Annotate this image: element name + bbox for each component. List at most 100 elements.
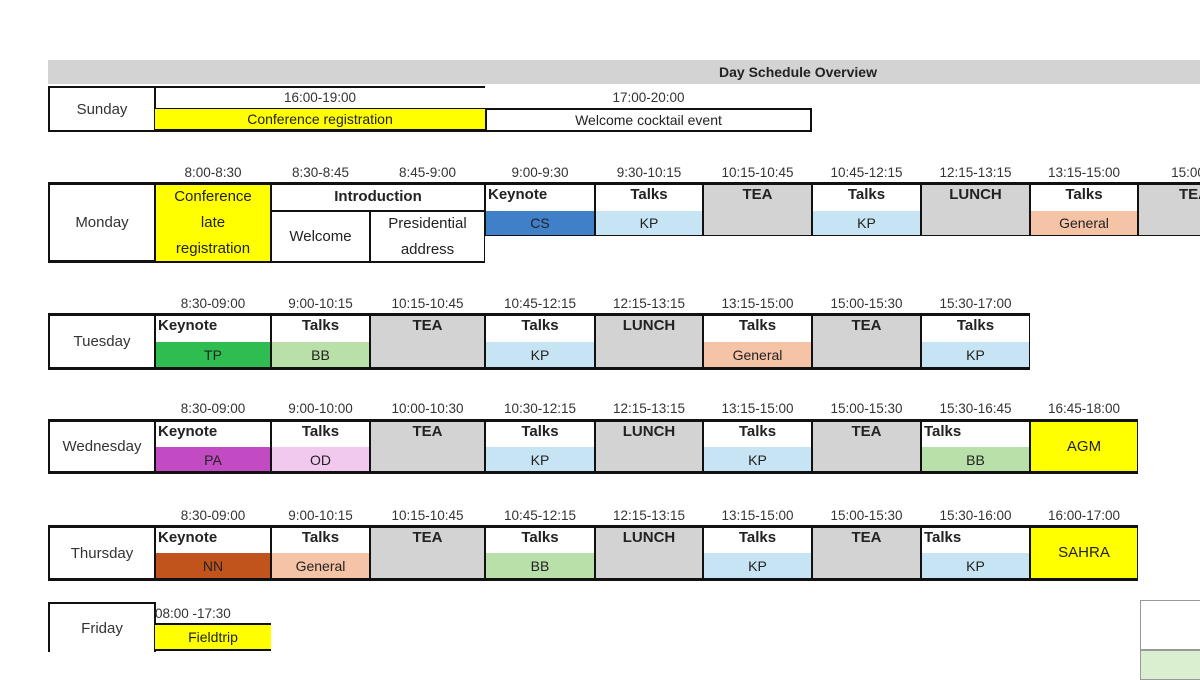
time-label: 9:00-10:15 (288, 508, 353, 523)
time-label: 16:45-18:00 (1047, 401, 1121, 416)
schedule-cell: LUNCH (595, 420, 703, 473)
cell-speaker: General (272, 553, 369, 579)
schedule-cell: Talks KP (703, 526, 812, 580)
cell-speaker: PA (156, 447, 270, 472)
time-label: 8:30-09:00 (180, 296, 246, 311)
schedule-cell: Keynote PA (155, 420, 271, 473)
schedule-cell: TEA (1138, 183, 1200, 236)
cell-label: Talks (301, 423, 340, 440)
cell-speaker: KP (486, 342, 594, 368)
divider (48, 261, 485, 263)
cell-label: Talks (847, 186, 886, 203)
schedule-cell: Keynote TP (155, 314, 271, 369)
schedule-cell: Talks KP (485, 420, 595, 473)
cell-label: LUNCH (622, 317, 676, 334)
time-label: 9:00-9:30 (511, 165, 569, 180)
schedule-cell: Talks BB (271, 314, 370, 369)
time-label: 10:45-12:15 (503, 296, 577, 311)
schedule-cell: TEA (703, 183, 812, 236)
cell-speaker: KP (922, 553, 1029, 579)
cell-label: Talks (521, 423, 559, 440)
time-label: 10:15-10:45 (391, 508, 464, 523)
time-label: 8:30-09:00 (180, 401, 246, 416)
divider (48, 471, 1138, 474)
day-label-wednesday: Wednesday (48, 420, 156, 473)
time-label: 13:15-15:00 (1047, 165, 1121, 180)
divider (48, 367, 1030, 370)
cell-label: Keynote (488, 186, 548, 203)
cell-speaker: NN (156, 553, 270, 579)
time-label: 8:30-09:00 (180, 508, 246, 523)
divider (48, 578, 1138, 581)
schedule-cell: SAHRA (1030, 526, 1138, 580)
time-label: 15:00-15:30 (830, 401, 903, 416)
time-label: 10:15-10:45 (391, 296, 464, 311)
cell-label: TEA (412, 317, 443, 334)
cell-label: TEA (851, 423, 882, 440)
schedule-cell: TEA (370, 314, 485, 369)
time-label: 9:00-10:00 (288, 401, 353, 416)
divider (48, 313, 1030, 316)
time-label: 08:00 -17:30 (155, 606, 231, 621)
time-label: 9:00-10:15 (288, 296, 353, 311)
schedule-cell: Talks KP (812, 183, 921, 236)
cell-label: TEA (742, 186, 773, 203)
event-welcome-cocktail: Welcome cocktail event (485, 108, 812, 132)
page-title: Day Schedule Overview (719, 64, 877, 80)
cell-label: LUNCH (622, 423, 676, 440)
schedule-cell: Talks General (703, 314, 812, 369)
schedule-cell: Talks OD (271, 420, 370, 473)
time-label: 13:15-15:00 (721, 401, 794, 416)
cell-speaker: BB (272, 342, 369, 368)
time-label: 13:15-15:00 (721, 296, 794, 311)
cell-label: Talks (924, 423, 962, 440)
cell-label: Keynote (158, 423, 218, 440)
title-bar (48, 60, 1200, 84)
cell-label: Talks (738, 423, 777, 440)
cell-speaker: KP (486, 447, 594, 472)
cell-label: TEA (851, 317, 882, 334)
cell-label: Talks (630, 186, 668, 203)
schedule-cell: Keynote CS (485, 183, 595, 236)
schedule-cell: Talks KP (485, 314, 595, 369)
time-label: 9:30-10:15 (616, 165, 682, 180)
cell-speaker: KP (704, 447, 811, 472)
time-label: 10:15-10:45 (721, 165, 794, 180)
cell-label: Keynote (158, 529, 218, 546)
event-fieldtrip: Fieldtrip (155, 623, 271, 651)
cell-label: Talks (521, 317, 559, 334)
schedule-cell: LUNCH (595, 314, 703, 369)
time-label: 8:00-8:30 (184, 165, 242, 180)
schedule-cell: Talks KP (921, 526, 1030, 580)
time-label: 12:15-13:15 (612, 296, 686, 311)
cell-label: Keynote (158, 317, 218, 334)
cell-speaker: BB (486, 553, 594, 579)
cell-speaker: TP (156, 342, 270, 368)
cell-label: Talks (924, 529, 962, 546)
cell-speaker: KP (813, 211, 920, 235)
schedule-cell: Talks KP (595, 183, 703, 236)
time-label: 15:00-1 (1171, 165, 1200, 180)
day-label-tuesday: Tuesday (48, 314, 156, 369)
schedule-cell: LUNCH (921, 183, 1030, 236)
schedule-cell: Talks General (271, 526, 370, 580)
day-label-monday: Monday (48, 183, 156, 262)
divider (48, 419, 1138, 422)
cell-label: Talks (738, 529, 777, 546)
time-label: 10:45-12:15 (830, 165, 903, 180)
day-label-thursday: Thursday (48, 526, 156, 580)
cell-speaker: General (704, 342, 811, 368)
time-label: 16:00-17:00 (1047, 508, 1121, 523)
time-label: 12:15-13:15 (612, 401, 686, 416)
schedule-cell: Talks BB (485, 526, 595, 580)
event-conference-registration: Conference registration (155, 108, 485, 131)
time-label: 15:00-15:30 (830, 296, 903, 311)
schedule-cell: Keynote NN (155, 526, 271, 580)
cell-label: LUNCH (949, 186, 1002, 203)
time-label: 17:00-20:00 (612, 90, 685, 105)
divider (48, 525, 1138, 528)
cell-speaker: CS (486, 211, 594, 235)
cell-presidential-address: Presidential address (370, 211, 485, 262)
time-label: 8:30-8:45 (291, 165, 350, 180)
cell-speaker: KP (922, 342, 1029, 368)
